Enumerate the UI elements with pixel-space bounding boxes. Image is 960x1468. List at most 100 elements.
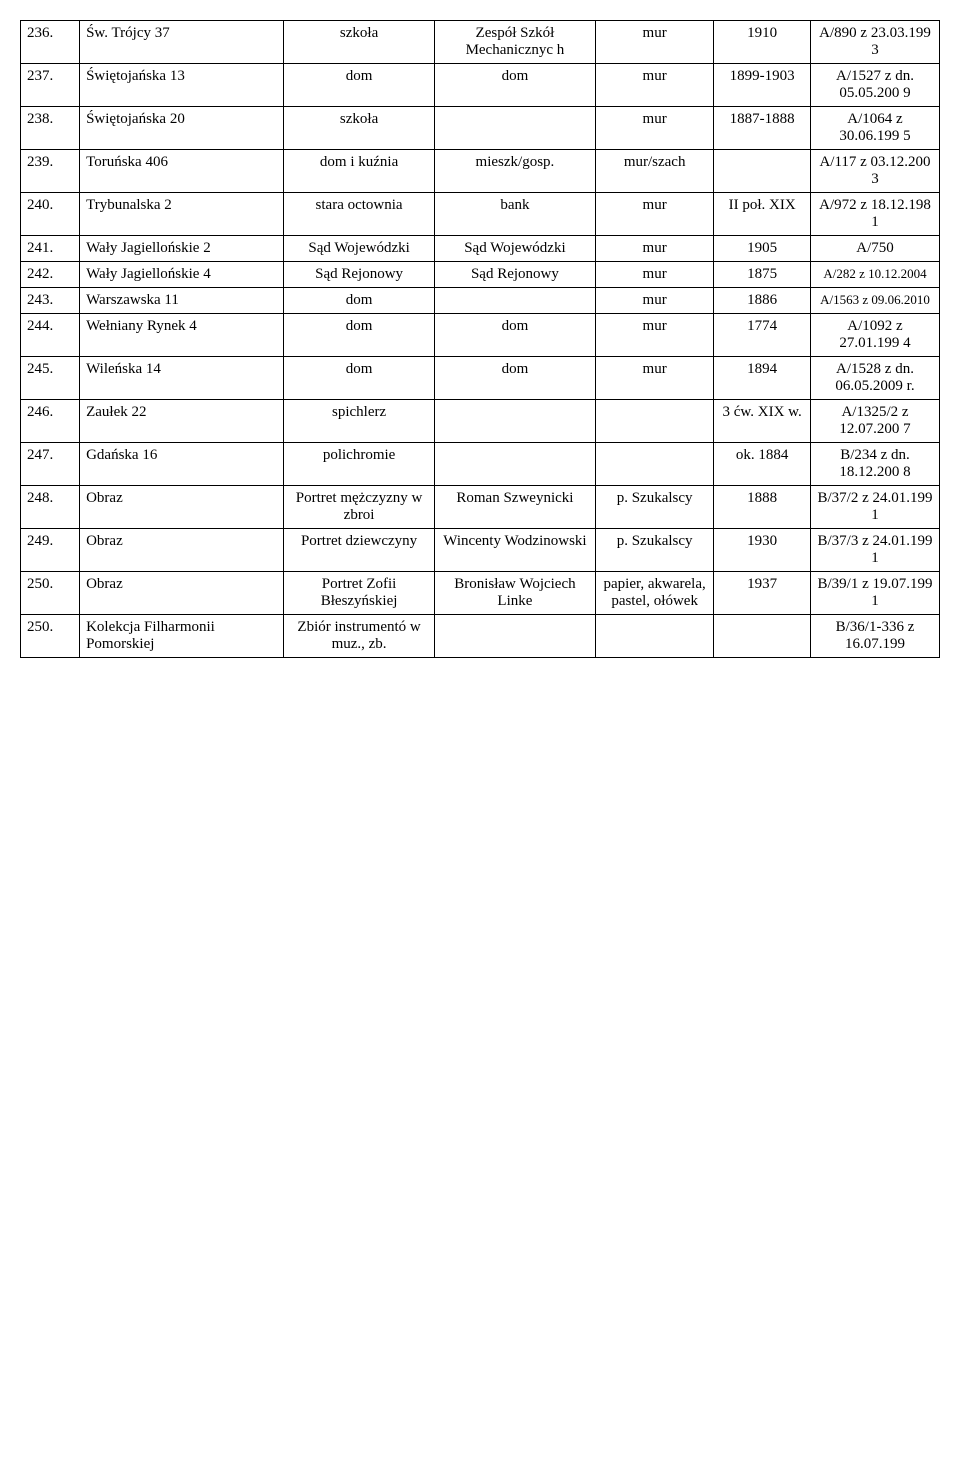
cell-c2: szkoła xyxy=(284,21,434,64)
cell-c4: mur xyxy=(596,314,714,357)
cell-c6: B/37/3 z 24.01.199 1 xyxy=(810,529,939,572)
cell-n: 238. xyxy=(21,107,80,150)
cell-c1: Wały Jagiellońskie 2 xyxy=(80,236,284,262)
cell-c3 xyxy=(434,288,595,314)
cell-c6: B/37/2 z 24.01.199 1 xyxy=(810,486,939,529)
cell-n: 239. xyxy=(21,150,80,193)
table-row: 240.Trybunalska 2stara octowniabankmurII… xyxy=(21,193,940,236)
cell-c3: Sąd Rejonowy xyxy=(434,262,595,288)
cell-c5: 1887-1888 xyxy=(714,107,811,150)
table-row: 237.Świętojańska 13domdommur1899-1903A/1… xyxy=(21,64,940,107)
table-row: 236.Św. Trójcy 37szkołaZespół Szkół Mech… xyxy=(21,21,940,64)
cell-c3: dom xyxy=(434,357,595,400)
cell-c5 xyxy=(714,615,811,658)
cell-c2: Portret Zofii Błeszyńskiej xyxy=(284,572,434,615)
cell-c6: A/972 z 18.12.198 1 xyxy=(810,193,939,236)
cell-c2: Portret dziewczyny xyxy=(284,529,434,572)
table-row: 249.ObrazPortret dziewczynyWincenty Wodz… xyxy=(21,529,940,572)
cell-c6: A/1092 z 27.01.199 4 xyxy=(810,314,939,357)
cell-c1: Wały Jagiellońskie 4 xyxy=(80,262,284,288)
cell-c6: A/117 z 03.12.200 3 xyxy=(810,150,939,193)
cell-n: 243. xyxy=(21,288,80,314)
table-row: 238.Świętojańska 20szkoła mur1887-1888A/1… xyxy=(21,107,940,150)
cell-c1: Obraz xyxy=(80,486,284,529)
cell-n: 237. xyxy=(21,64,80,107)
cell-c4: mur xyxy=(596,262,714,288)
cell-c6: A/1528 z dn. 06.05.2009 r. xyxy=(810,357,939,400)
cell-c6: B/36/1-336 z 16.07.199 xyxy=(810,615,939,658)
cell-c1: Świętojańska 20 xyxy=(80,107,284,150)
cell-c4: mur xyxy=(596,107,714,150)
cell-c2: dom xyxy=(284,64,434,107)
table-row: 246.Zaułek 22spichlerz3 ćw. XIX w.A/1325… xyxy=(21,400,940,443)
cell-c5: 1937 xyxy=(714,572,811,615)
cell-c3: dom xyxy=(434,64,595,107)
cell-c3: dom xyxy=(434,314,595,357)
cell-c1: Św. Trójcy 37 xyxy=(80,21,284,64)
cell-c2: stara octownia xyxy=(284,193,434,236)
cell-c5: 1905 xyxy=(714,236,811,262)
cell-c5: 1886 xyxy=(714,288,811,314)
cell-n: 249. xyxy=(21,529,80,572)
cell-n: 246. xyxy=(21,400,80,443)
cell-c4: mur xyxy=(596,357,714,400)
cell-c4: mur/szach xyxy=(596,150,714,193)
cell-c5: 1910 xyxy=(714,21,811,64)
cell-n: 242. xyxy=(21,262,80,288)
cell-c1: Kolekcja Filharmonii Pomorskiej xyxy=(80,615,284,658)
cell-c5: 1930 xyxy=(714,529,811,572)
cell-c3 xyxy=(434,400,595,443)
cell-c3: Roman Szweynicki xyxy=(434,486,595,529)
table-row: 250.Kolekcja Filharmonii PomorskiejZbiór… xyxy=(21,615,940,658)
table-row: 244.Wełniany Rynek 4domdommur1774A/1092 … xyxy=(21,314,940,357)
cell-c2: Sąd Wojewódzki xyxy=(284,236,434,262)
table-row: 248.ObrazPortret mężczyzny w zbroiRoman … xyxy=(21,486,940,529)
cell-c6: B/234 z dn. 18.12.200 8 xyxy=(810,443,939,486)
cell-c6: A/890 z 23.03.199 3 xyxy=(810,21,939,64)
cell-c4: p. Szukalscy xyxy=(596,486,714,529)
registry-table: 236.Św. Trójcy 37szkołaZespół Szkół Mech… xyxy=(20,20,940,658)
cell-c4 xyxy=(596,443,714,486)
cell-c2: dom xyxy=(284,314,434,357)
cell-c3: Wincenty Wodzinowski xyxy=(434,529,595,572)
table-row: 247.Gdańska 16polichromie ok. 1884B/234 z… xyxy=(21,443,940,486)
table-row: 239.Toruńska 406dom i kuźniamieszk/gosp.… xyxy=(21,150,940,193)
cell-c5: 1899-1903 xyxy=(714,64,811,107)
table-row: 242.Wały Jagiellońskie 4Sąd RejonowySąd … xyxy=(21,262,940,288)
cell-c3: Bronisław Wojciech Linke xyxy=(434,572,595,615)
cell-c4: mur xyxy=(596,193,714,236)
cell-c3 xyxy=(434,443,595,486)
cell-c2: Zbiór instrumentó w muz., zb. xyxy=(284,615,434,658)
cell-c1: Wileńska 14 xyxy=(80,357,284,400)
cell-n: 247. xyxy=(21,443,80,486)
cell-c5: 1894 xyxy=(714,357,811,400)
cell-c3 xyxy=(434,107,595,150)
cell-c6: B/39/1 z 19.07.199 1 xyxy=(810,572,939,615)
cell-c6: A/1563 z 09.06.2010 xyxy=(810,288,939,314)
cell-c3: Sąd Wojewódzki xyxy=(434,236,595,262)
cell-c6: A/282 z 10.12.2004 xyxy=(810,262,939,288)
cell-n: 250. xyxy=(21,615,80,658)
cell-n: 248. xyxy=(21,486,80,529)
cell-c2: Sąd Rejonowy xyxy=(284,262,434,288)
cell-c1: Warszawska 11 xyxy=(80,288,284,314)
cell-c6: A/1064 z 30.06.199 5 xyxy=(810,107,939,150)
cell-c4: mur xyxy=(596,64,714,107)
table-row: 243.Warszawska 11dommur1886A/1563 z 09.0… xyxy=(21,288,940,314)
cell-c5: 1888 xyxy=(714,486,811,529)
cell-c2: szkoła xyxy=(284,107,434,150)
cell-c2: polichromie xyxy=(284,443,434,486)
cell-c4: mur xyxy=(596,21,714,64)
cell-c5: ok. 1884 xyxy=(714,443,811,486)
cell-c4: mur xyxy=(596,236,714,262)
table-row: 241.Wały Jagiellońskie 2Sąd WojewódzkiSą… xyxy=(21,236,940,262)
cell-c5: 3 ćw. XIX w. xyxy=(714,400,811,443)
cell-c4 xyxy=(596,615,714,658)
cell-n: 241. xyxy=(21,236,80,262)
cell-c1: Gdańska 16 xyxy=(80,443,284,486)
cell-c6: A/750 xyxy=(810,236,939,262)
cell-c6: A/1527 z dn. 05.05.200 9 xyxy=(810,64,939,107)
cell-c1: Wełniany Rynek 4 xyxy=(80,314,284,357)
cell-c3 xyxy=(434,615,595,658)
cell-c2: dom i kuźnia xyxy=(284,150,434,193)
